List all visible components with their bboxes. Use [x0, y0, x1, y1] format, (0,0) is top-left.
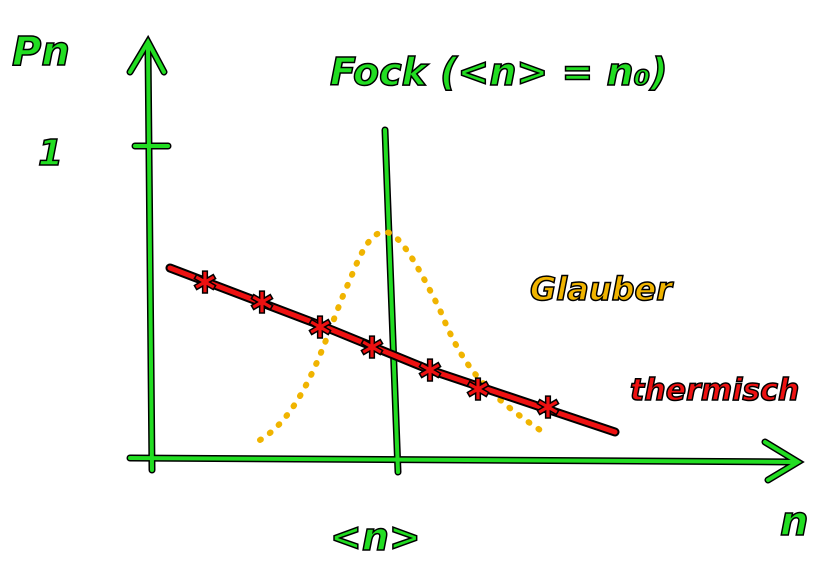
page: ✱ ✱ ✱ ✱ ✱ ✱ ✱ Pn 1 Fock (<n> = n₀) Glaub…	[0, 0, 814, 563]
axes-outline	[130, 42, 798, 480]
x-axis-label: n	[780, 499, 808, 545]
star: ✱	[249, 286, 274, 321]
star: ✱	[535, 391, 560, 426]
star: ✱	[417, 354, 442, 389]
axes	[130, 42, 798, 480]
star: ✱	[359, 331, 384, 366]
mean-label: <n>	[330, 515, 421, 559]
star: ✱	[307, 311, 332, 346]
thermal-stars: ✱ ✱ ✱ ✱ ✱ ✱ ✱	[192, 266, 560, 426]
glauber-label: Glauber	[530, 270, 674, 308]
diagram: ✱ ✱ ✱ ✱ ✱ ✱ ✱ Pn 1 Fock (<n> = n₀) Glaub…	[0, 0, 814, 563]
title: Fock (<n> = n₀)	[330, 50, 668, 94]
star: ✱	[465, 373, 490, 408]
glauber-curve	[260, 232, 540, 440]
labels: Pn 1 Fock (<n> = n₀) Glauber thermisch <…	[12, 29, 808, 559]
star: ✱	[192, 266, 217, 301]
thermal-label: thermisch	[630, 373, 799, 408]
y-tick-label: 1	[38, 133, 63, 174]
y-axis-label: Pn	[12, 29, 70, 75]
